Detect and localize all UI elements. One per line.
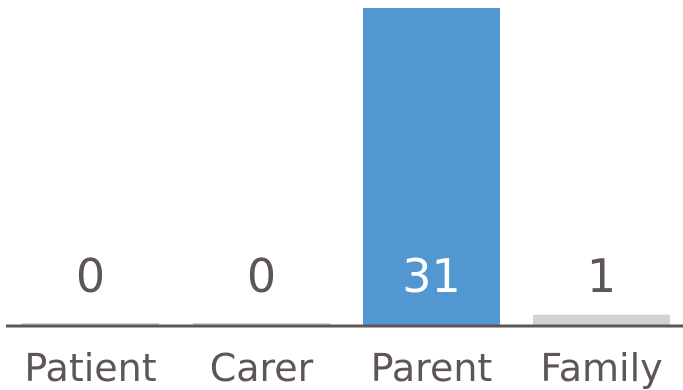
value-labels-group: 0 0 31 1 [76,249,616,303]
bar-patient [22,323,159,325]
value-label-parent: 31 [402,249,461,303]
category-label-parent: Parent [371,346,493,390]
bars-group [22,8,670,325]
bar-carer [193,323,330,325]
value-label-family: 1 [587,249,616,303]
value-label-patient: 0 [76,249,105,303]
category-labels-group: Patient Carer Parent Family [24,346,662,390]
category-label-carer: Carer [210,346,314,390]
bar-parent [363,8,500,325]
category-label-patient: Patient [24,346,156,390]
bar-family [533,314,670,325]
category-label-family: Family [540,346,662,390]
value-label-carer: 0 [247,249,276,303]
